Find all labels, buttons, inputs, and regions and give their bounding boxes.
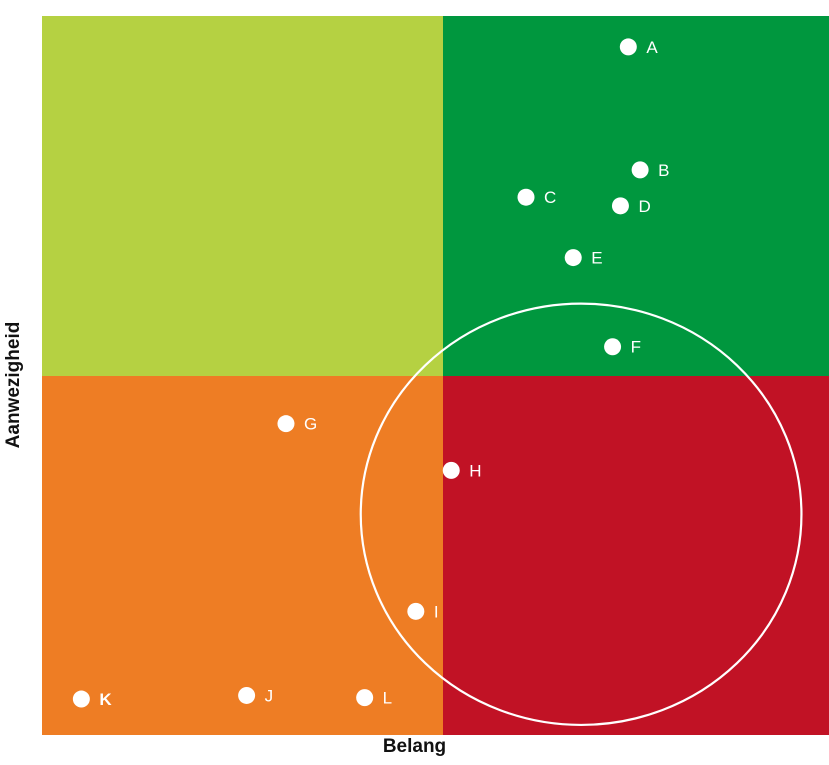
- point-k: [72, 690, 90, 708]
- point-label-l: L: [383, 689, 392, 708]
- point-l: [356, 689, 374, 707]
- point-i: [407, 602, 425, 620]
- point-f: [604, 338, 622, 356]
- point-label-g: G: [304, 415, 317, 434]
- x-axis-label: Belang: [382, 736, 447, 757]
- point-label-c: C: [544, 188, 556, 207]
- point-label-i: I: [434, 602, 439, 621]
- point-b: [631, 161, 649, 179]
- quadrant-top-right: [443, 16, 829, 376]
- quadrant-bottom-left: [42, 376, 443, 735]
- point-label-h: H: [469, 461, 481, 480]
- y-axis-label: Aanwezigheid: [3, 321, 24, 449]
- point-label-b: B: [658, 161, 669, 180]
- point-label-f: F: [631, 338, 641, 357]
- point-label-a: A: [646, 38, 658, 57]
- data-points: A B C D E F G H I J K L: [72, 38, 669, 709]
- quadrant-bottom-right: [443, 376, 829, 735]
- point-label-k: K: [99, 690, 112, 709]
- point-e: [564, 249, 582, 267]
- point-label-j: J: [265, 686, 274, 705]
- point-g: [277, 415, 295, 433]
- point-d: [611, 197, 629, 215]
- point-label-d: D: [638, 197, 650, 216]
- point-h: [442, 461, 460, 479]
- point-j: [238, 686, 256, 704]
- highlight-circle: [359, 302, 803, 727]
- point-a: [619, 38, 637, 56]
- point-label-e: E: [591, 249, 602, 268]
- point-c: [517, 188, 535, 206]
- quadrant-top-left: [42, 16, 443, 376]
